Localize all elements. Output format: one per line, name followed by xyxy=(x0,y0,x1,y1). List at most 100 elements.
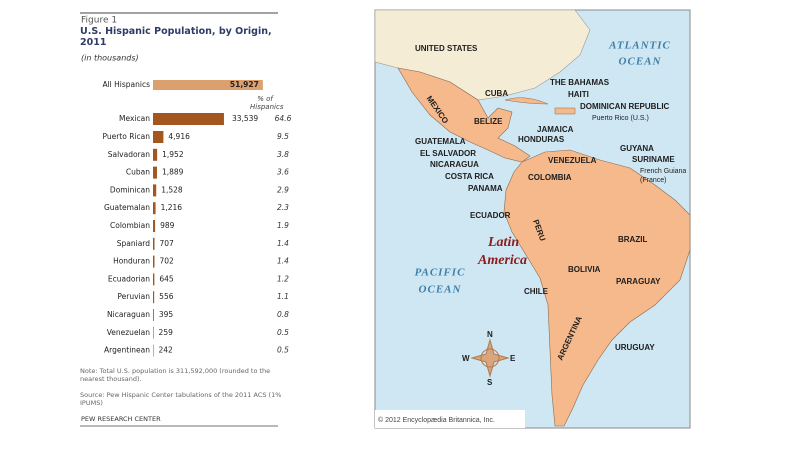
y-tick-label: All Hispanics xyxy=(102,80,150,89)
mexico-central-america xyxy=(397,67,531,163)
value-label: 1,889 xyxy=(162,168,184,177)
map-label: (France) xyxy=(640,177,666,184)
value-label: 702 xyxy=(159,257,174,266)
map-label: NICARAGUA xyxy=(430,160,479,169)
map-label: W xyxy=(462,354,470,363)
footer: PEW RESEARCH CENTER xyxy=(81,415,161,423)
share-label: 3.6 xyxy=(277,168,289,177)
bar xyxy=(153,344,154,357)
y-tick-label: Mexican xyxy=(119,114,150,123)
share-label: 9.5 xyxy=(277,132,289,141)
value-label: 33,539 xyxy=(232,114,258,123)
map-label: HAITI xyxy=(568,90,589,99)
south-america xyxy=(503,149,691,427)
y-tick-label: Argentinean xyxy=(104,346,150,355)
map-label: GUYANA xyxy=(620,144,654,153)
map-label: HONDURAS xyxy=(518,135,565,144)
map-label: DOMINICAN REPUBLIC xyxy=(580,102,670,111)
map-label: THE BAHAMAS xyxy=(550,78,610,87)
hispaniola xyxy=(554,107,576,115)
map-label: COLOMBIA xyxy=(528,173,572,182)
map-label: America xyxy=(477,253,527,268)
value-label: 1,952 xyxy=(162,150,184,159)
map-label: French Guiana xyxy=(640,168,686,175)
map-label: PANAMA xyxy=(468,184,503,193)
value-label: 51,927 xyxy=(230,80,259,89)
value-label: 707 xyxy=(159,239,174,248)
value-label: 395 xyxy=(159,310,174,319)
share-label: 2.3 xyxy=(277,203,289,212)
bar xyxy=(153,80,263,90)
y-tick-label: Puerto Rican xyxy=(102,132,150,141)
bar xyxy=(153,148,158,161)
map-label: N xyxy=(487,330,493,339)
share-label: 1.4 xyxy=(277,239,289,248)
source: Source: Pew Hispanic Center tabulations … xyxy=(80,392,282,407)
map-label: CUBA xyxy=(485,89,508,98)
bar xyxy=(153,291,155,304)
share-label: 64.6 xyxy=(275,114,292,123)
share-label: 1.1 xyxy=(277,292,289,301)
bar xyxy=(153,326,154,339)
source-box: Source: Pew Hispanic Center tabulations … xyxy=(80,392,282,407)
map-label: ATLANTIC xyxy=(608,40,671,52)
y-tick-label: Ecuadorian xyxy=(108,274,150,283)
map-label: OCEAN xyxy=(619,56,662,68)
share-label: 1.9 xyxy=(277,221,289,230)
map-label: BOLIVIA xyxy=(568,265,601,274)
value-label: 645 xyxy=(159,274,174,283)
title-box: U.S. Hispanic Population, by Origin, 201… xyxy=(80,26,272,48)
map-label: PACIFIC xyxy=(415,267,466,279)
y-tick-label: Venezuelan xyxy=(107,328,151,337)
chart-title: U.S. Hispanic Population, by Origin, 201… xyxy=(80,26,272,48)
share-header-box: % of Hispanics xyxy=(250,95,284,111)
bar xyxy=(153,309,154,321)
y-tick-label: Dominican xyxy=(110,185,150,194)
map-label: SURINAME xyxy=(632,155,675,164)
value-label: 556 xyxy=(159,292,174,301)
share-label: 1.4 xyxy=(277,257,289,266)
y-tick-label: Honduran xyxy=(113,257,150,266)
bar xyxy=(153,255,155,268)
value-label: 989 xyxy=(160,221,175,230)
map-label: Latin xyxy=(487,235,519,250)
map-label: Puerto Rico (U.S.) xyxy=(592,115,649,122)
map-label: BELIZE xyxy=(474,117,503,126)
map-label: ECUADOR xyxy=(470,211,511,220)
map-label: PARAGUAY xyxy=(616,277,661,286)
bar xyxy=(153,184,157,197)
value-label: 259 xyxy=(159,328,174,337)
figure-label: Figure 1 xyxy=(81,16,117,26)
map-label: E xyxy=(510,354,516,363)
map-label: COSTA RICA xyxy=(445,172,494,181)
share-label: 0.8 xyxy=(277,310,289,319)
share-label: 0.5 xyxy=(277,328,289,337)
value-label: 242 xyxy=(159,346,174,355)
map-label: OCEAN xyxy=(419,284,462,296)
map-label: JAMAICA xyxy=(537,125,574,134)
bar xyxy=(153,273,155,286)
credit-box xyxy=(375,410,525,428)
y-tick-label: Peruvian xyxy=(117,292,150,301)
map-label: VENEZUELA xyxy=(548,156,597,165)
bar xyxy=(153,113,224,125)
value-label: 4,916 xyxy=(168,132,190,141)
y-tick-label: Colombian xyxy=(110,221,150,230)
share-header: % of Hispanics xyxy=(250,95,284,111)
y-tick-label: Guatemalan xyxy=(104,203,150,212)
y-tick-label: Cuban xyxy=(126,168,150,177)
credit: © 2012 Encyclopædia Britannica, Inc. xyxy=(378,416,495,424)
map-label: CHILE xyxy=(524,287,549,296)
value-label: 1,528 xyxy=(161,185,183,194)
map-label: EL SALVADOR xyxy=(420,149,476,158)
share-label: 3.8 xyxy=(277,150,289,159)
y-tick-label: Nicaraguan xyxy=(107,310,150,319)
bar xyxy=(153,202,156,215)
y-tick-label: Salvadoran xyxy=(108,150,151,159)
y-tick-label: Spaniard xyxy=(117,239,151,248)
value-label: 1,216 xyxy=(161,203,183,212)
bar xyxy=(153,131,164,143)
